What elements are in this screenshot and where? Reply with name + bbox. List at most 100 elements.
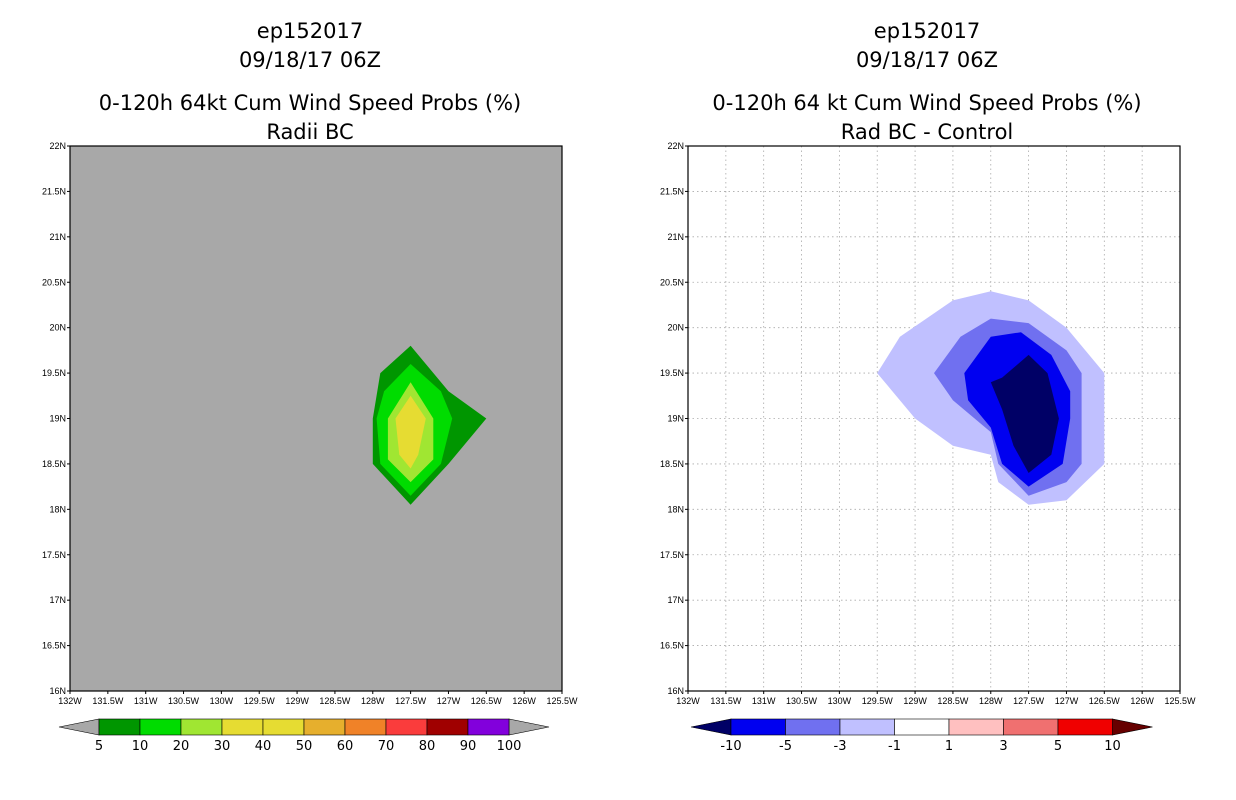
colorbar-swatch [303,718,346,736]
right-title-line-1: ep152017 [874,19,980,43]
colorbar-swatch [839,718,895,736]
y-tick-label: 16N [49,686,66,696]
y-tick-label: 21N [667,232,684,242]
left-x-axis: 132W 131.5W 131W 130.5W 130W 129.5W 129W 128.5W… [58,691,578,706]
left-panel: ep152017 09/18/17 06Z 0-120h 64kt Cum Wi… [42,19,578,754]
colorbar-label: -3 [834,739,847,754]
colorbar-label: 60 [337,739,354,754]
x-tick-label: 126W [1130,696,1154,706]
x-tick-label: 128.5W [319,696,351,706]
colorbar-label: 100 [497,739,522,754]
colorbar-label: 30 [214,739,231,754]
colorbar-label: 20 [173,739,190,754]
x-tick-label: 125.5W [546,696,578,706]
y-tick-label: 16.5N [660,641,684,651]
colorbar-label: 40 [255,739,272,754]
y-tick-label: 20.5N [660,277,684,287]
x-tick-label: 131W [134,696,158,706]
left-y-axis: 16N 16.5N 17N 17.5N 18N 18.5N 19N 19.5N 20N 20.5N… [42,141,70,696]
colorbar-label: 1 [945,739,953,754]
right-y-axis: 16N 16.5N 17N 17.5N 18N 18.5N 19N 19.5N 20N 20.5N… [660,141,688,696]
colorbar-swatch [467,718,510,736]
y-tick-label: 17N [49,595,66,605]
right-x-axis: 132W 131.5W 131W 130.5W 130W 129.5W 129W 128.5W… [676,691,1196,706]
right-colorbar: -10 -5 -3 -1 1 3 5 10 [690,718,1153,754]
x-tick-label: 130W [828,696,852,706]
colorbar-right-arrow [1112,718,1153,736]
y-tick-label: 18N [667,504,684,514]
y-tick-label: 22N [49,141,66,151]
y-tick-label: 17.5N [42,550,66,560]
x-tick-label: 131W [752,696,776,706]
y-tick-label: 21N [49,232,66,242]
x-tick-label: 127W [1055,696,1079,706]
left-title-line-4: Radii BC [266,120,353,144]
colorbar-left-arrow [690,718,732,736]
right-panel: ep152017 09/18/17 06Z 0-120h 64 kt Cum W… [660,19,1196,754]
colorbar-swatch [139,718,182,736]
left-plot-background [70,146,562,691]
colorbar-label: 80 [419,739,436,754]
left-colorbar: 5 10 20 30 40 50 60 70 80 90 100 [58,718,550,754]
y-tick-label: 19N [49,414,66,424]
right-contours [877,291,1105,505]
x-tick-label: 130W [210,696,234,706]
contour-level--10 [990,354,1059,473]
x-tick-label: 131.5W [92,696,124,706]
y-tick-label: 17.5N [660,550,684,560]
x-tick-label: 129.5W [244,696,276,706]
colorbar-swatch [385,718,428,736]
y-tick-label: 21.5N [42,186,66,196]
x-tick-label: 129W [285,696,309,706]
y-tick-label: 21.5N [660,186,684,196]
colorbar-label: 90 [460,739,477,754]
colorbar-left-arrow [58,718,100,736]
x-tick-label: 132W [58,696,82,706]
x-tick-label: 129W [903,696,927,706]
x-tick-label: 132W [676,696,700,706]
x-tick-label: 128W [361,696,385,706]
colorbar-label: 5 [1054,739,1062,754]
x-tick-label: 126.5W [1089,696,1121,706]
x-tick-label: 126W [512,696,536,706]
y-tick-label: 22N [667,141,684,151]
colorbar-swatch [785,718,841,736]
x-tick-label: 130.5W [786,696,818,706]
left-contours [372,345,487,505]
right-title-line-2: 09/18/17 06Z [856,48,998,72]
colorbar-swatch [1057,718,1113,736]
colorbar-label: 50 [296,739,313,754]
x-tick-label: 126.5W [471,696,503,706]
colorbar-label: -5 [779,739,792,754]
colorbar-swatch [1003,718,1059,736]
colorbar-swatch [948,718,1004,736]
colorbar-label: 3 [999,739,1007,754]
colorbar-label: -10 [720,739,741,754]
colorbar-label: 70 [378,739,395,754]
colorbar-label: 10 [132,739,149,754]
x-tick-label: 125.5W [1164,696,1196,706]
y-tick-label: 18.5N [42,459,66,469]
x-tick-label: 130.5W [168,696,200,706]
x-tick-label: 127.5W [1013,696,1045,706]
colorbar-label: 5 [95,739,103,754]
y-tick-label: 16.5N [42,641,66,651]
right-title-line-3: 0-120h 64 kt Cum Wind Speed Probs (%) [712,91,1141,115]
x-tick-label: 131.5W [710,696,742,706]
y-tick-label: 18N [49,504,66,514]
contour-level-30 [395,395,426,469]
left-title-line-2: 09/18/17 06Z [239,48,381,72]
x-tick-label: 128.5W [937,696,969,706]
colorbar-swatch [98,718,141,736]
colorbar-swatch [344,718,387,736]
colorbar-swatch [221,718,264,736]
colorbar-swatch [894,718,950,736]
y-tick-label: 17N [667,595,684,605]
y-tick-label: 19.5N [660,368,684,378]
x-tick-label: 128W [979,696,1003,706]
colorbar-label: -1 [888,739,901,754]
left-title-line-3: 0-120h 64kt Cum Wind Speed Probs (%) [99,91,521,115]
y-tick-label: 20N [667,323,684,333]
right-title-line-4: Rad BC - Control [841,120,1014,144]
